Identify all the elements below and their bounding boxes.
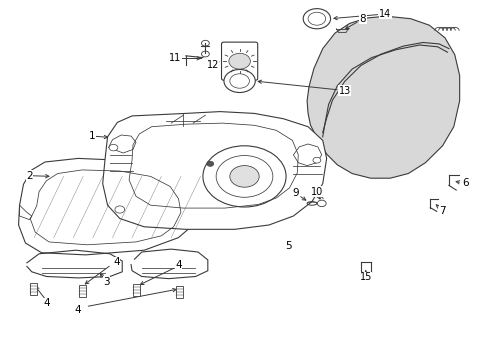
Text: 10: 10 [310,186,323,197]
Circle shape [206,161,213,166]
Circle shape [224,69,255,93]
Text: 14: 14 [378,9,391,19]
Text: 4: 4 [175,260,182,270]
Circle shape [229,166,259,187]
Text: 8: 8 [359,14,366,24]
Circle shape [229,74,249,88]
Polygon shape [19,158,199,255]
Text: 3: 3 [103,276,110,287]
Text: 4: 4 [43,298,50,308]
FancyBboxPatch shape [176,286,183,298]
Polygon shape [102,112,326,229]
Circle shape [109,144,118,151]
Polygon shape [306,16,459,178]
Text: 13: 13 [338,86,350,96]
Text: 4: 4 [75,305,81,315]
Text: 15: 15 [359,272,371,282]
FancyBboxPatch shape [221,42,257,80]
Circle shape [228,53,250,69]
FancyBboxPatch shape [30,283,37,295]
Text: 12: 12 [206,60,219,70]
Text: 9: 9 [292,188,299,198]
Circle shape [115,206,124,213]
Text: 2: 2 [26,171,33,181]
Circle shape [307,12,325,25]
Circle shape [303,9,330,29]
Circle shape [312,157,320,163]
Text: 6: 6 [461,178,468,188]
Text: 11: 11 [168,53,181,63]
FancyBboxPatch shape [79,285,85,297]
Text: 7: 7 [438,206,445,216]
Text: 4: 4 [113,257,120,267]
Circle shape [317,200,325,207]
Text: 5: 5 [285,240,291,251]
Text: 1: 1 [88,131,95,141]
FancyBboxPatch shape [133,284,140,296]
